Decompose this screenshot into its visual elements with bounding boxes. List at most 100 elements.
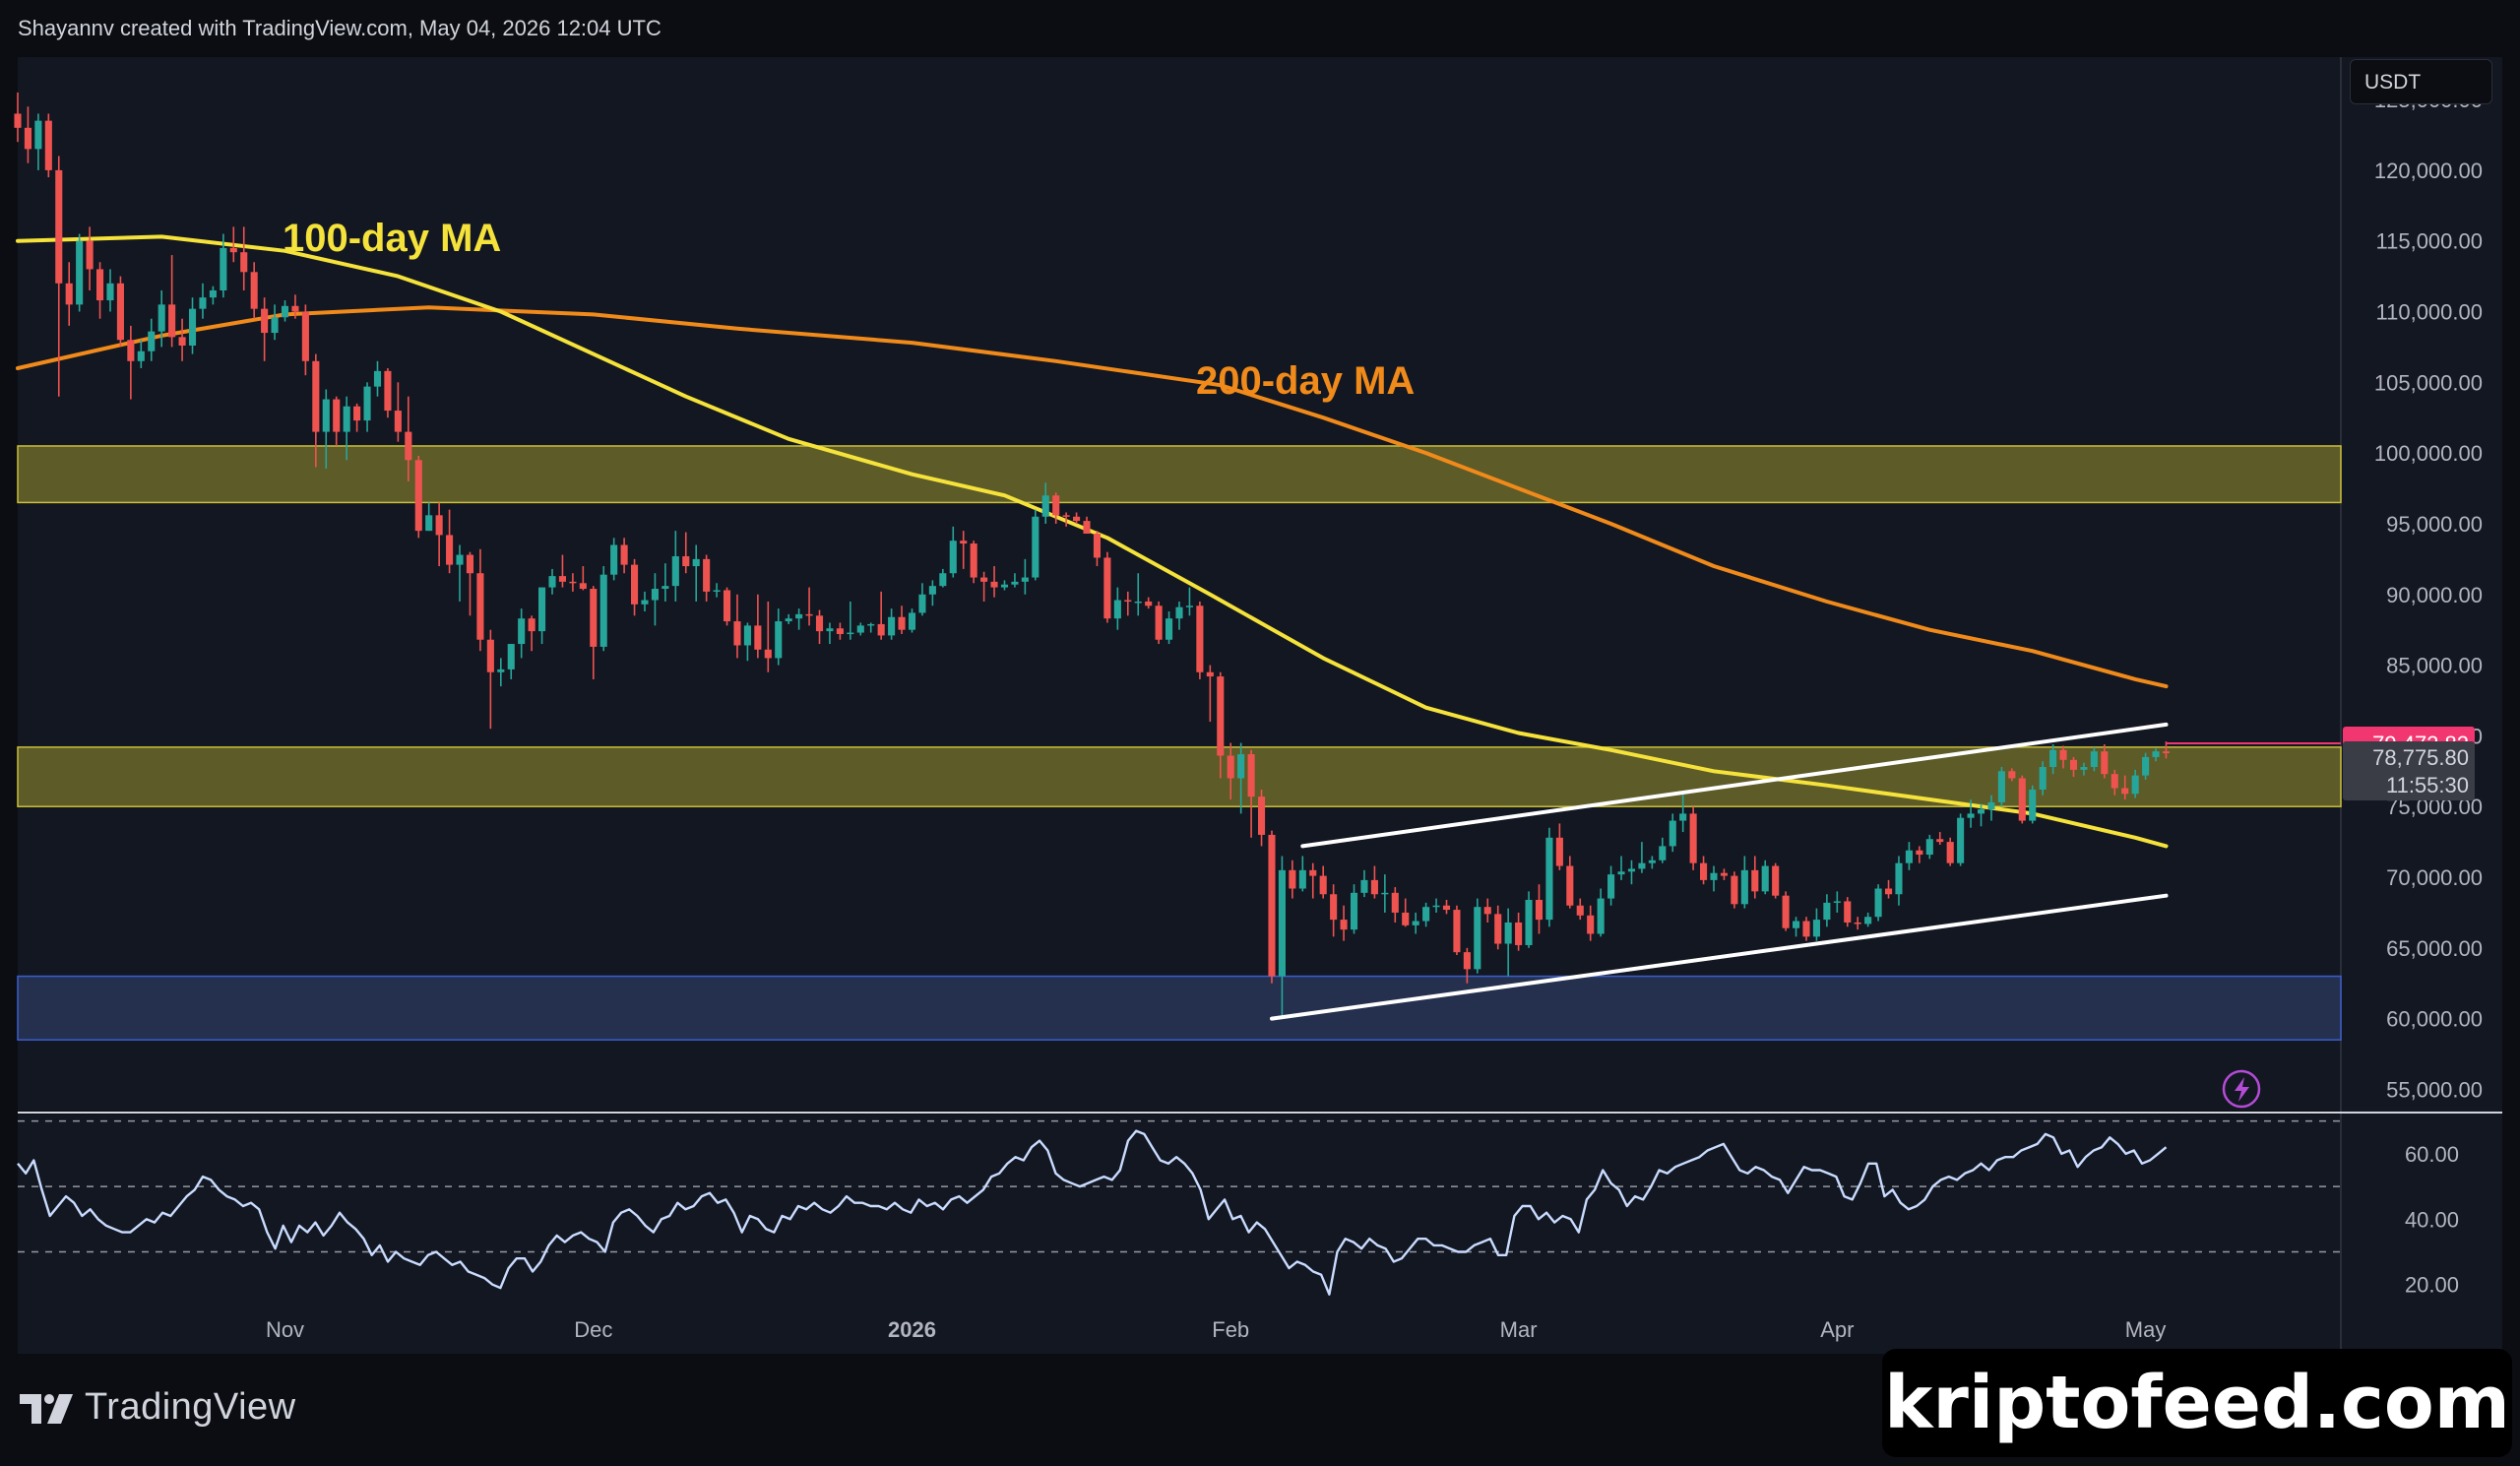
candle-body	[856, 625, 864, 633]
candle-body	[1617, 871, 1625, 875]
candle-body	[1525, 900, 1533, 945]
candle-body	[1145, 601, 1153, 606]
candle-body	[1997, 771, 2005, 802]
candle-body	[1289, 869, 1296, 889]
candle-body	[291, 305, 299, 312]
lightning-icon[interactable]	[2222, 1069, 2261, 1109]
candle-body	[2059, 749, 2067, 760]
candle-body	[682, 555, 690, 567]
candle-body	[1792, 921, 1800, 928]
candle-body	[599, 574, 607, 647]
candle-body	[1648, 860, 1656, 863]
rsi-tick-label: 60.00	[2405, 1142, 2459, 1167]
candle-body	[1905, 850, 1913, 863]
candle-body	[558, 576, 567, 582]
ma100-line	[16, 234, 2169, 849]
candle-body	[2131, 775, 2139, 795]
candle-body	[651, 589, 659, 601]
candle-body	[312, 360, 320, 432]
candle-body	[1689, 813, 1697, 863]
candle-body	[2110, 774, 2118, 789]
candle-body	[2101, 751, 2109, 775]
candle-body	[1483, 907, 1491, 915]
candle-body	[343, 406, 350, 432]
candle-body	[1134, 601, 1142, 604]
candle-body	[1350, 892, 1358, 930]
time-tick-label: 2026	[888, 1317, 936, 1342]
candle-body	[137, 351, 145, 361]
candle-body	[456, 554, 464, 565]
candle-body	[1021, 577, 1029, 582]
candle-body	[2080, 766, 2088, 770]
candle-body	[1185, 606, 1193, 607]
candle-body	[394, 411, 402, 432]
candle-body	[1124, 600, 1132, 603]
candle-body	[692, 558, 700, 567]
candle-body	[1062, 515, 1070, 517]
lightning-icon-ring	[2222, 1069, 2261, 1109]
candle-body	[301, 311, 309, 361]
candle-body	[1535, 900, 1544, 921]
rsi-line	[17, 1129, 2168, 1296]
candle-body	[1237, 754, 1245, 779]
rsi-pane-background	[18, 1115, 2341, 1307]
candle-body	[1638, 862, 1646, 869]
candle-body	[446, 535, 454, 565]
time-axis-background	[18, 1307, 2341, 1354]
candle-body	[1987, 801, 1995, 810]
candle-body	[888, 616, 896, 636]
candle-body	[14, 113, 22, 128]
candle-body	[1268, 834, 1276, 977]
candle-body	[671, 555, 679, 587]
candle-body	[425, 515, 433, 532]
candle-body	[188, 308, 197, 346]
candle-body	[980, 577, 988, 582]
main-pane-background	[18, 57, 2341, 1111]
candle-body	[1257, 797, 1266, 835]
candle-body	[507, 644, 515, 669]
candle-body	[2049, 749, 2057, 767]
candle-body	[1936, 839, 1944, 843]
tradingview-logo-icon	[20, 1393, 73, 1424]
candle-body	[106, 283, 114, 301]
last-price-label: 78,775.80	[2372, 745, 2469, 770]
candle-body	[1000, 584, 1009, 588]
candle-body	[641, 600, 649, 605]
candle-body	[373, 370, 382, 387]
candle-body	[1309, 869, 1317, 876]
candle-body	[384, 370, 392, 412]
tradingview-logo[interactable]: TradingView	[20, 1386, 296, 1429]
candle-body	[1360, 879, 1368, 893]
ma200-line	[16, 305, 2169, 689]
candle-body	[1761, 865, 1769, 892]
candle-body	[271, 317, 279, 334]
candle-body	[1659, 846, 1667, 860]
candle-body	[990, 581, 998, 588]
candle-body	[116, 283, 124, 341]
candle-body	[1884, 888, 1893, 895]
price-tick-label: 120,000.00	[2374, 159, 2483, 183]
channel-upper-line	[1300, 722, 2169, 849]
candle-body	[630, 564, 639, 605]
candle-body	[1319, 875, 1327, 895]
candle-body	[209, 289, 217, 298]
candle-body	[353, 406, 361, 421]
candle-body	[2121, 788, 2129, 795]
candle-body	[1802, 921, 1810, 937]
candle-body	[1772, 865, 1780, 896]
candle-body	[548, 576, 556, 588]
price-tick-label: 90,000.00	[2386, 583, 2483, 607]
candle-body	[1083, 521, 1091, 535]
candle-body	[1103, 557, 1111, 619]
candle-body	[1957, 817, 1965, 863]
time-tick-label: Apr	[1820, 1317, 1854, 1342]
time-tick-label: Nov	[266, 1317, 304, 1342]
candle-body	[867, 623, 875, 626]
currency-selector-button[interactable]: USDT	[2350, 59, 2492, 104]
candle-body	[1206, 671, 1214, 677]
candle-body	[836, 628, 844, 634]
header-bar: Shayannv created with TradingView.com, M…	[0, 0, 2520, 57]
price-tick-label: 85,000.00	[2386, 654, 2483, 678]
candle-body	[1545, 837, 1553, 921]
